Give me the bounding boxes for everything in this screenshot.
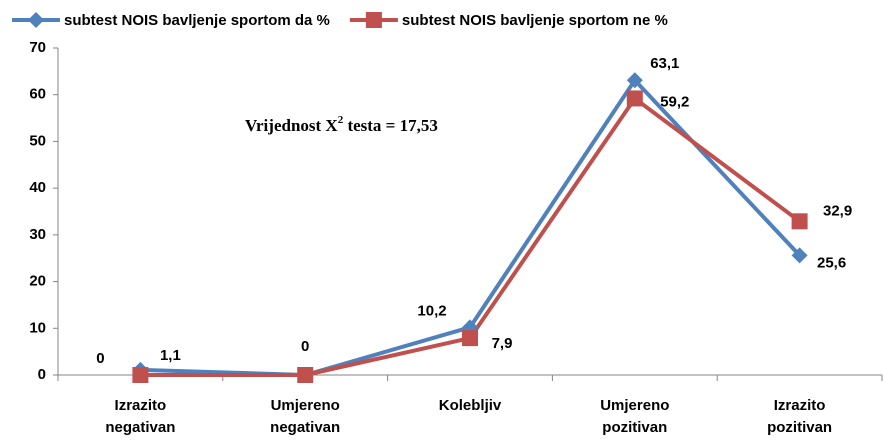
x-tick-label: Izrazito negativan — [105, 397, 176, 436]
data-label: 10,2 — [417, 302, 446, 319]
annotation-sup: 2 — [338, 114, 344, 126]
marker — [297, 367, 314, 383]
data-label: 7,9 — [492, 335, 513, 352]
y-tick-label: 60 — [29, 86, 46, 103]
x-tick-label: Umjereno pozitivan — [600, 397, 670, 436]
marker — [791, 213, 808, 230]
data-label: 0 — [301, 338, 309, 355]
x-tick-label-box: Umjereno pozitivan — [600, 397, 670, 436]
marker — [28, 12, 44, 28]
x-tick-label: Kolebljiv — [438, 397, 502, 414]
y-tick-label: 10 — [29, 319, 46, 336]
y-tick-label: 50 — [29, 132, 46, 149]
annotation-text: Vrijednost X — [245, 116, 338, 135]
y-tick-label: 30 — [29, 226, 46, 243]
y-tick-label: 20 — [29, 273, 46, 290]
x-tick-label: Umjereno negativan — [270, 397, 341, 436]
x-tick-label-box: Kolebljiv — [438, 397, 502, 414]
marker — [462, 330, 478, 347]
x-tick-label-box: Umjereno negativan — [270, 397, 341, 436]
data-label: 25,6 — [817, 254, 846, 271]
marker — [132, 367, 149, 383]
y-tick-label: 40 — [29, 179, 46, 196]
annotation: Vrijednost X2 testa = 17,53 — [245, 114, 438, 135]
annotation-text: testa = 17,53 — [343, 116, 438, 135]
y-tick-label: 70 — [29, 39, 46, 56]
marker — [626, 90, 643, 107]
data-label: 32,9 — [823, 202, 852, 219]
x-tick-label: Izrazito pozitivan — [767, 397, 833, 436]
legend-item: subtest NOIS bavljenje sportom ne % — [349, 12, 668, 29]
x-tick-label-box: Izrazito negativan — [105, 397, 176, 436]
data-label: 63,1 — [650, 55, 679, 72]
legend-item: subtest NOIS bavljenje sportom da % — [12, 12, 330, 29]
marker — [791, 247, 808, 264]
legend-label: subtest NOIS bavljenje sportom da % — [64, 12, 330, 29]
legend-label: subtest NOIS bavljenje sportom ne % — [402, 12, 668, 29]
x-tick-label-box: Izrazito pozitivan — [767, 397, 833, 436]
marker — [626, 72, 643, 89]
data-label: 1,1 — [160, 347, 181, 364]
y-tick-label: 0 — [38, 366, 46, 383]
marker — [365, 12, 382, 28]
data-label: 59,2 — [660, 93, 689, 110]
data-label: 0 — [96, 350, 104, 367]
